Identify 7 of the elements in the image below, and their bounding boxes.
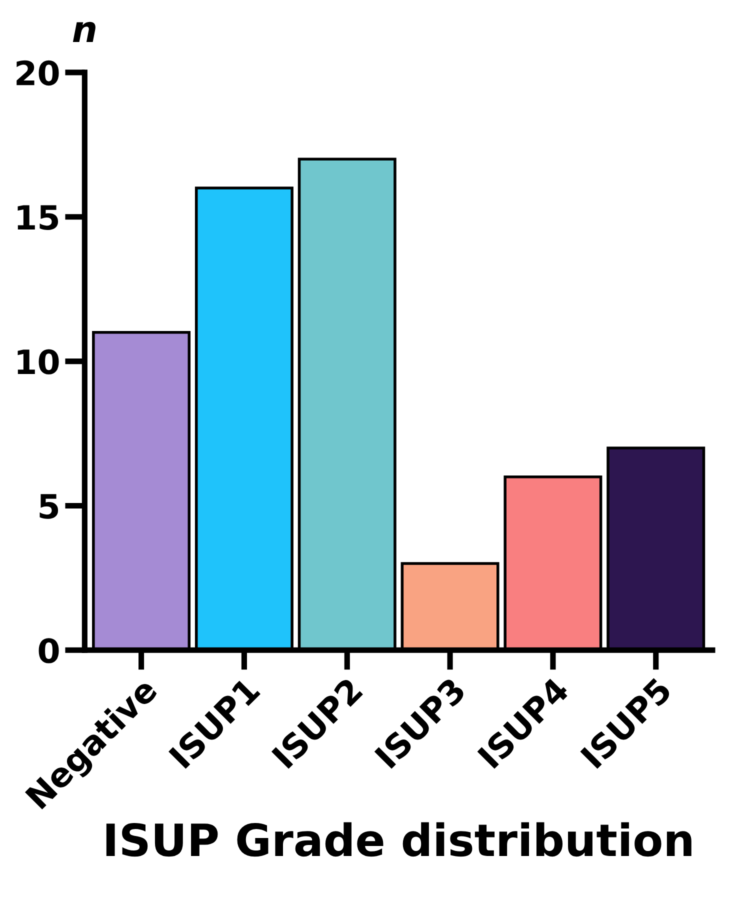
y-axis-title: n [72, 22, 96, 42]
y-tick-label: 10 [18, 349, 59, 374]
y-tick-label: 5 [40, 494, 58, 519]
x-axis-title: ISUP Grade distribution [106, 822, 692, 857]
y-tick-label: 15 [18, 205, 58, 230]
y-tick-label: 0 [38, 638, 59, 664]
y-tick-label: 20 [16, 60, 59, 86]
